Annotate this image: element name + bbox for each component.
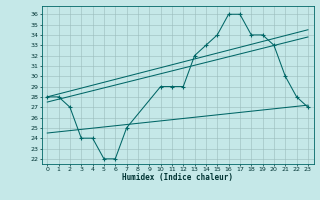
X-axis label: Humidex (Indice chaleur): Humidex (Indice chaleur) — [122, 173, 233, 182]
